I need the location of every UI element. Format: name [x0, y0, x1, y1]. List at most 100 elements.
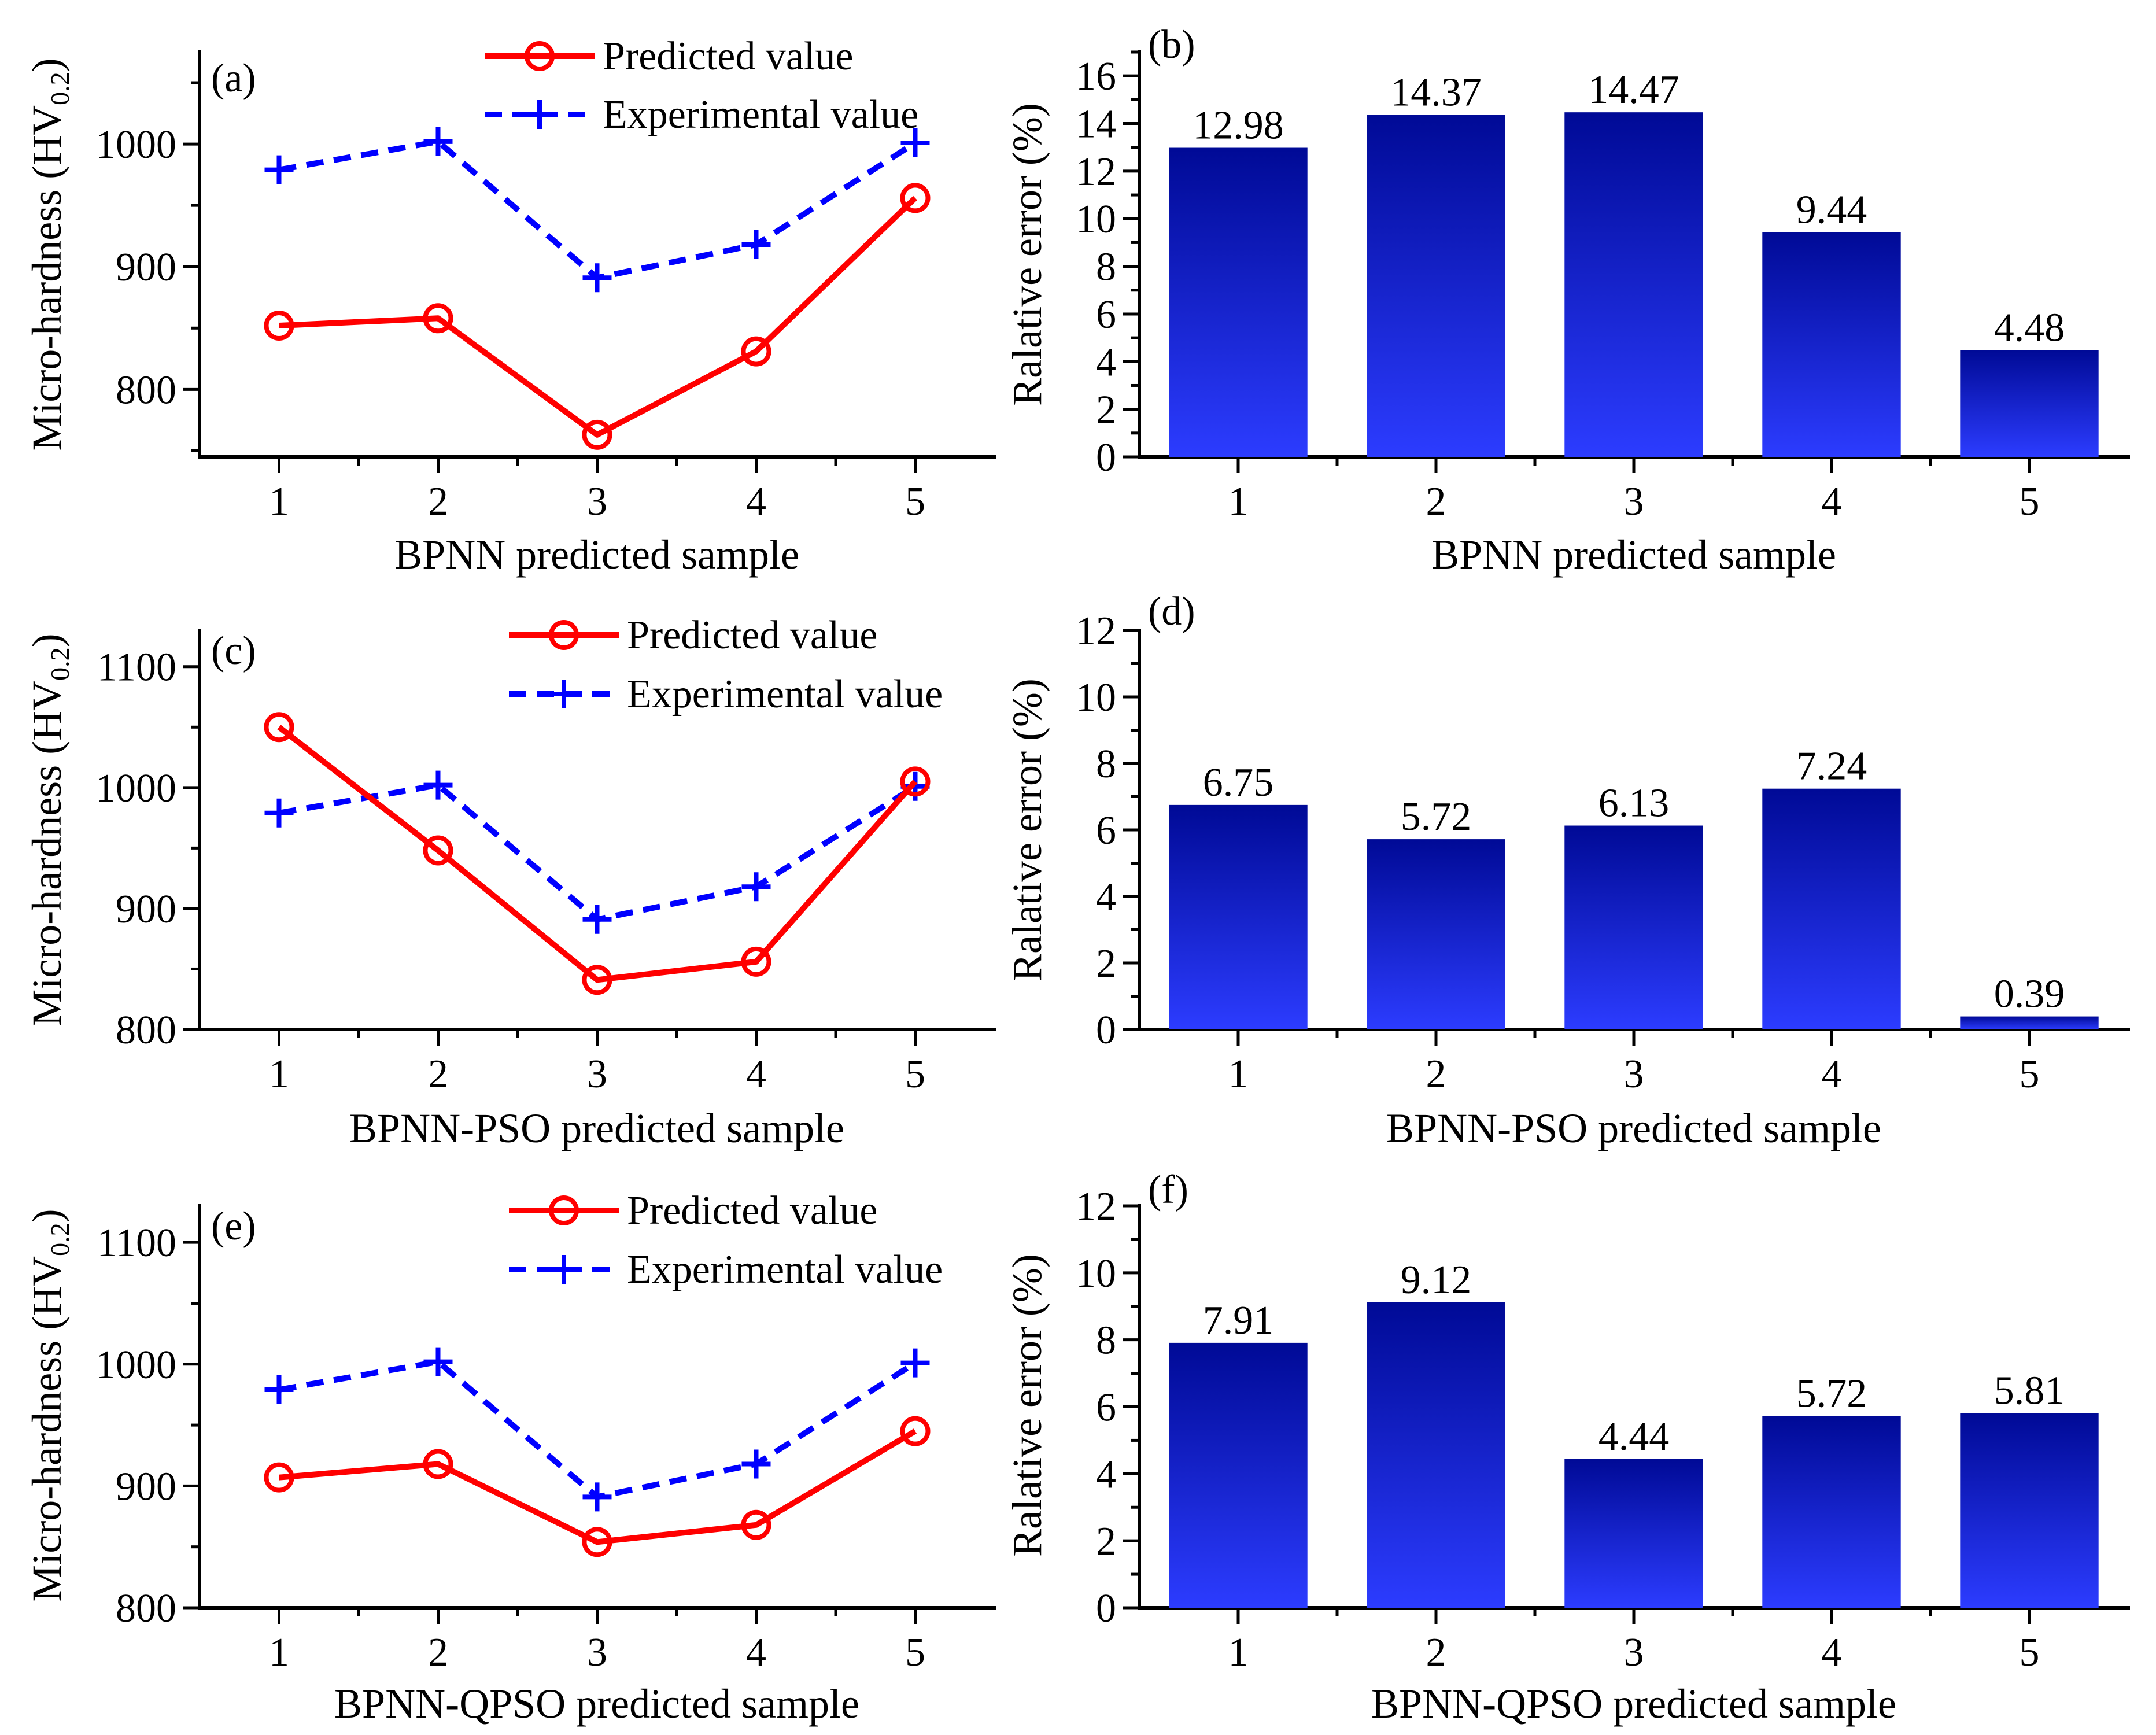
predicted-point — [264, 712, 294, 743]
bar — [1564, 1459, 1703, 1608]
series-line-predicted — [279, 1428, 917, 1545]
y-tick-label: 4 — [1096, 340, 1116, 385]
y-tick-label: 6 — [1096, 809, 1116, 853]
panel-label: (d) — [1148, 589, 1195, 634]
x-tick-label: 5 — [2020, 1630, 2040, 1675]
x-tick-label: 5 — [2020, 479, 2040, 524]
bar — [1762, 232, 1901, 457]
x-tick-label: 5 — [2020, 1052, 2040, 1097]
y-tick-label: 12 — [1076, 1184, 1116, 1229]
x-tick-label: 2 — [1426, 1052, 1446, 1097]
legend-predicted-label: Predicted value — [603, 34, 853, 79]
x-tick-label: 4 — [1822, 1052, 1842, 1097]
y-tick-label: 900 — [116, 1464, 176, 1509]
x-tick-label: 5 — [905, 479, 925, 524]
x-tick-label: 3 — [587, 1052, 607, 1097]
bar-value-label: 5.72 — [1401, 795, 1472, 839]
predicted-point — [582, 1527, 612, 1557]
legend-experimental-marker — [525, 100, 554, 129]
bar — [1960, 350, 2099, 457]
y-tick-label: 8 — [1096, 742, 1116, 787]
x-tick-label: 3 — [1624, 479, 1644, 524]
bar-value-label: 14.47 — [1588, 68, 1679, 112]
bar — [1762, 788, 1901, 1029]
y-axis-title: Ralative error (%) — [1004, 103, 1050, 406]
bar-value-label: 5.81 — [1994, 1369, 2065, 1413]
experimental-point — [582, 905, 612, 934]
y-tick-label: 1000 — [95, 1343, 176, 1387]
bar — [1960, 1016, 2099, 1029]
x-tick-label: 4 — [746, 1630, 766, 1675]
legend-predicted-marker — [549, 1195, 579, 1225]
predicted-point — [423, 303, 453, 334]
panel-c: BPNN-PSO predicted sample Micro-hardness… — [24, 613, 996, 1151]
y-tick-label: 6 — [1096, 1386, 1116, 1430]
x-tick-label: 3 — [587, 479, 607, 524]
bar — [1367, 839, 1505, 1029]
bar-value-label: 4.48 — [1994, 306, 2065, 350]
x-tick-label: 2 — [428, 1630, 448, 1675]
y-tick-label: 10 — [1076, 675, 1116, 720]
series-line-predicted — [277, 725, 918, 983]
y-tick-label: 2 — [1096, 1519, 1116, 1564]
experimental-point — [900, 128, 930, 157]
bar — [1960, 1413, 2099, 1608]
bar-value-label: 9.44 — [1796, 187, 1867, 232]
y-tick-label: 8 — [1096, 1319, 1116, 1363]
x-axis-title: BPNN-PSO predicted sample — [349, 1105, 844, 1151]
legend-predicted-label: Predicted value — [627, 1188, 877, 1233]
panel-a: BPNN predicted sample Micro-hardness (HV… — [24, 34, 996, 578]
predicted-point — [741, 336, 771, 367]
bar — [1367, 115, 1505, 457]
x-tick-label: 2 — [1426, 479, 1446, 524]
bar-value-label: 6.13 — [1598, 781, 1670, 826]
x-tick-label: 1 — [1228, 1052, 1249, 1097]
panel-label: (b) — [1148, 23, 1195, 67]
y-axis-title: Micro-hardness (HV0.2) — [24, 1209, 75, 1601]
predicted-point — [741, 946, 771, 977]
bar — [1169, 1342, 1308, 1608]
bar-value-label: 7.91 — [1203, 1298, 1274, 1343]
x-tick-label: 4 — [746, 1052, 766, 1097]
y-tick-label: 1000 — [95, 766, 176, 811]
y-tick-label: 1100 — [97, 645, 176, 690]
x-tick-label: 3 — [1624, 1052, 1644, 1097]
series-line-experimental — [278, 138, 917, 281]
experimental-point — [264, 1375, 294, 1405]
panel-label: (e) — [211, 1204, 256, 1249]
y-axis-title: Ralative error (%) — [1004, 678, 1050, 981]
panel-label: (f) — [1148, 1168, 1188, 1212]
bar — [1169, 804, 1308, 1029]
y-axis-title: Micro-hardness (HV0.2) — [24, 58, 75, 451]
experimental-point — [423, 770, 453, 800]
y-axis-title: Ralative error (%) — [1004, 1254, 1050, 1557]
y-tick-label: 2 — [1096, 942, 1116, 986]
legend-predicted-marker — [549, 620, 579, 650]
y-tick-label: 16 — [1076, 54, 1116, 99]
y-tick-label: 800 — [116, 368, 176, 412]
panel-e: BPNN-QPSO predicted sample Micro-hardnes… — [24, 1188, 996, 1727]
bar-value-label: 12.98 — [1193, 104, 1284, 148]
legend-experimental-label: Experimental value — [627, 672, 943, 717]
panel-label: (a) — [211, 56, 256, 101]
x-tick-label: 4 — [1822, 1630, 1842, 1675]
panel-d: BPNN-PSO predicted sample Ralative error… — [1004, 589, 2130, 1151]
y-tick-label: 800 — [116, 1586, 176, 1631]
x-tick-label: 4 — [1822, 479, 1842, 524]
x-tick-label: 5 — [905, 1052, 925, 1097]
x-tick-label: 1 — [269, 479, 289, 524]
x-axis-title: BPNN predicted sample — [1431, 531, 1836, 578]
x-axis-title: BPNN predicted sample — [394, 531, 799, 578]
y-tick-label: 8 — [1096, 245, 1116, 290]
predicted-point — [423, 835, 453, 866]
predicted-point — [900, 766, 931, 797]
y-tick-label: 10 — [1076, 1252, 1116, 1296]
panel-f: BPNN-QPSO predicted sample Ralative erro… — [1004, 1168, 2130, 1727]
x-tick-label: 3 — [1624, 1630, 1644, 1675]
x-tick-label: 1 — [1228, 479, 1249, 524]
bar-value-label: 4.44 — [1598, 1415, 1670, 1459]
y-axis-title: Micro-hardness (HV0.2) — [24, 633, 75, 1026]
experimental-point — [741, 872, 771, 902]
legend: Predicted value Experimental value — [509, 1188, 943, 1292]
bar — [1169, 147, 1308, 457]
